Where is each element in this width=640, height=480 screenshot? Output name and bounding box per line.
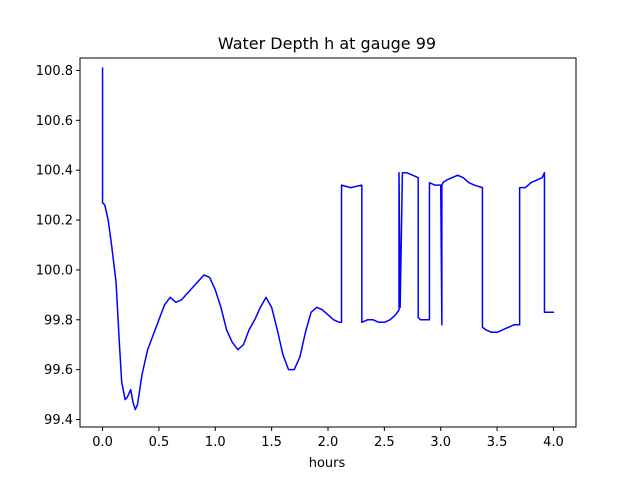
- x-tick-label: 0.5: [149, 435, 170, 450]
- y-tick-label: 100.6: [36, 114, 73, 129]
- y-axis: 99.4 99.6 99.8 100.0 100.2 100.4 100.6 100.8: [36, 64, 80, 428]
- x-tick-label: 2.0: [318, 435, 339, 450]
- x-tick-label: 2.5: [374, 435, 395, 450]
- y-tick-label: 99.4: [44, 413, 73, 428]
- x-tick-label: 1.0: [205, 435, 226, 450]
- x-tick-label: 3.0: [430, 435, 451, 450]
- x-tick-label: 0.0: [92, 435, 113, 450]
- chart-title: Water Depth h at gauge 99: [218, 34, 436, 53]
- plot-frame: [79, 57, 577, 428]
- y-tick-label: 100.8: [36, 64, 73, 79]
- x-tick-label: 1.5: [261, 435, 282, 450]
- y-tick-label: 100.2: [36, 214, 73, 229]
- y-tick-label: 100.4: [36, 164, 73, 179]
- y-tick-label: 99.6: [44, 363, 73, 378]
- x-axis: 0.0 0.5 1.0 1.5 2.0 2.5 3.0 3.5 4.0: [92, 427, 564, 450]
- y-tick-label: 99.8: [44, 313, 73, 328]
- plot-area: [79, 57, 577, 428]
- x-tick-label: 3.5: [487, 435, 508, 450]
- x-tick-label: 4.0: [543, 435, 564, 450]
- x-axis-label: hours: [309, 456, 346, 471]
- y-tick-label: 100.0: [36, 263, 73, 278]
- series-line: [101, 67, 555, 411]
